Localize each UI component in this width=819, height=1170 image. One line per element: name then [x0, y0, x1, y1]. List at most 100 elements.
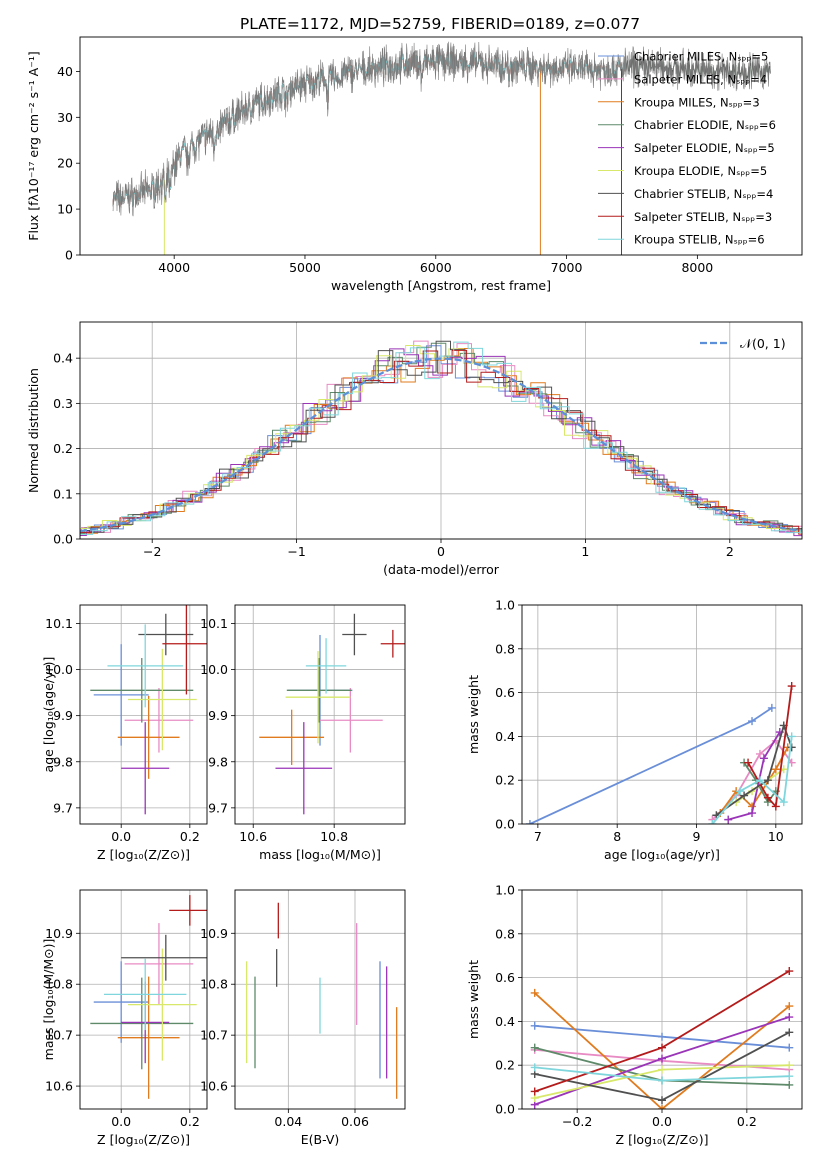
- x-axis-label: wavelength [Angstrom, rest frame]: [331, 278, 551, 293]
- weight-marker: [779, 798, 788, 807]
- y-tick-label: 10.6: [45, 1079, 73, 1094]
- panel-mass_vs_Z: 0.0 0.2 10.6 10.7 10.8 10.9 Z [log₁₀(Z/Z⊙)] mas…: [41, 889, 208, 1147]
- y-tick-label: 30: [57, 110, 73, 125]
- ticks: −2 −1 0 1 2 0.0 0.1 0.2 0.3 0.4: [53, 351, 734, 559]
- y-tick-label: 1.0: [495, 598, 515, 613]
- x-tick-label: 10.6: [239, 829, 267, 844]
- grid: [80, 890, 207, 1109]
- grid: [80, 605, 207, 824]
- ticks: 7 8 9 10 0.0 0.2 0.4 0.6 0.8 1.0: [495, 598, 784, 845]
- weight-marker: [658, 1065, 666, 1074]
- x-tick-label: 0.0: [111, 829, 131, 844]
- axes-frame: [79, 604, 208, 825]
- histogram-8: [80, 341, 802, 535]
- legend-entry: Chabrier MILES, Nₛₚₚ=5: [634, 50, 768, 64]
- panel-weight_vs_Z: −0.2 0.0 0.2 0.0 0.2 0.4 0.6 0.8 1.0 Z [log₁₀(Z/Z…: [466, 883, 803, 1147]
- x-axis-label: Z [log₁₀(Z/Z⊙)]: [97, 847, 190, 862]
- axes-frame: [79, 321, 803, 540]
- y-axis-label: Normed distribution: [26, 368, 41, 493]
- weight-marker: [736, 787, 745, 796]
- y-tick-label: 40: [57, 64, 73, 79]
- legend-entry: Salpeter STELIB, Nₛₚₚ=3: [634, 210, 772, 224]
- weight-marker: [530, 1063, 539, 1072]
- plot-area: [80, 340, 802, 538]
- weight-marker: [785, 1043, 794, 1052]
- x-tick-label: 1: [581, 544, 589, 559]
- legend-entry: Kroupa ELODIE, Nₛₚₚ=5: [634, 164, 767, 178]
- histogram-4: [80, 348, 802, 537]
- y-tick-label: 0.2: [495, 773, 515, 788]
- y-tick-label: 0.6: [495, 970, 515, 985]
- y-tick-label: 0.0: [495, 817, 515, 832]
- y-axis-label: Flux [fλ10⁻¹⁷ erg cm⁻² s⁻¹ A⁻¹]: [26, 51, 41, 240]
- weight-marker: [771, 765, 780, 774]
- y-tick-label: 10.7: [45, 1028, 73, 1043]
- histogram-7: [80, 349, 802, 535]
- y-tick-label: 0.2: [53, 441, 73, 456]
- plot-area: [525, 682, 796, 824]
- weight-series-3: [743, 762, 777, 804]
- weight-series-0: [529, 707, 773, 824]
- panel-age_vs_Z: 0.0 0.2 9.7 9.8 9.9 10.0 10.1 Z [log₁₀(Z/Z⊙)] ag…: [41, 604, 208, 862]
- weight-marker: [748, 809, 757, 818]
- x-axis-label: age [log₁₀(age/yr)]: [604, 847, 720, 862]
- y-tick-label: 20: [57, 156, 73, 171]
- x-tick-label: −2: [143, 544, 161, 559]
- axes-frame: [234, 604, 406, 825]
- weight-marker: [763, 776, 772, 785]
- grid: [235, 890, 405, 1109]
- plot-area: [90, 605, 207, 815]
- y-tick-label: 10.6: [200, 1079, 228, 1094]
- legend-entry: Kroupa MILES, Nₛₚₚ=3: [634, 95, 760, 109]
- y-tick-label: 10.8: [200, 977, 228, 992]
- weight-marker: [785, 1013, 794, 1022]
- ticks: −0.2 0.0 0.2 0.0 0.2 0.4 0.6 0.8 1.0: [495, 883, 757, 1130]
- y-axis-label: age [log₁₀(age/yr)]: [41, 657, 56, 773]
- legend-entry: Salpeter ELODIE, Nₛₚₚ=5: [634, 141, 775, 155]
- legend-entry: Chabrier STELIB, Nₛₚₚ=4: [634, 187, 773, 201]
- x-tick-label: 6000: [420, 260, 452, 275]
- ticks: 4000 5000 6000 7000 8000 0 10 20 30 40: [57, 64, 713, 275]
- panel-weight_vs_age: 7 8 9 10 0.0 0.2 0.4 0.6 0.8 1.0 age [log₁₀(age/yr…: [466, 598, 803, 862]
- weight-marker: [785, 1072, 794, 1081]
- x-tick-label: 0.2: [737, 1114, 757, 1129]
- weight-marker: [658, 1105, 666, 1109]
- weight-marker: [530, 1043, 539, 1052]
- y-tick-label: 10.0: [200, 662, 228, 677]
- plot-area: [90, 895, 207, 1099]
- y-axis-label: mass weight: [466, 675, 481, 754]
- x-tick-label: 0.0: [111, 1114, 131, 1129]
- y-tick-label: 9.8: [53, 754, 73, 769]
- plot-area: [530, 967, 794, 1109]
- y-tick-label: 9.9: [208, 708, 228, 723]
- x-tick-label: 8000: [681, 260, 713, 275]
- ticks: 0.0 0.2 9.7 9.8 9.9 10.0 10.1: [45, 616, 200, 844]
- weight-marker: [708, 820, 717, 824]
- axes-frame: [234, 889, 406, 1110]
- axes-frame: [521, 889, 803, 1110]
- y-tick-label: 0.2: [495, 1058, 515, 1073]
- x-tick-label: 7000: [551, 260, 583, 275]
- plot-area: [246, 902, 398, 1099]
- weight-marker: [785, 1028, 794, 1037]
- weight-marker: [785, 1080, 794, 1089]
- y-tick-label: 0.3: [53, 396, 73, 411]
- y-tick-label: 0.0: [53, 532, 73, 547]
- y-tick-label: 0.4: [495, 729, 515, 744]
- y-tick-label: 0.0: [495, 1102, 515, 1117]
- figure-title: PLATE=1172, MJD=52759, FIBERID=0189, z=0…: [240, 15, 640, 33]
- panel-age_vs_mass: 10.6 10.8 9.7 9.8 9.9 10.0 10.1 mass [log₁₀(M/M…: [200, 604, 406, 862]
- weight-marker: [785, 967, 794, 976]
- weight-marker: [740, 791, 749, 800]
- x-tick-label: 4000: [158, 260, 190, 275]
- weight-marker: [787, 743, 796, 752]
- y-axis-label: mass [log₁₀(M/M⊙)]: [41, 939, 56, 1061]
- y-tick-label: 10: [57, 202, 73, 217]
- histogram-3: [80, 342, 802, 534]
- weight-marker: [744, 758, 753, 767]
- x-tick-label: 9: [693, 829, 701, 844]
- x-axis-label: mass [log₁₀(M/M⊙)]: [259, 847, 381, 862]
- panel-residuals: −2 −1 0 1 2 0.0 0.1 0.2 0.3 0.4 (data-model)/error…: [26, 321, 803, 577]
- gaussian-curve: [80, 357, 800, 533]
